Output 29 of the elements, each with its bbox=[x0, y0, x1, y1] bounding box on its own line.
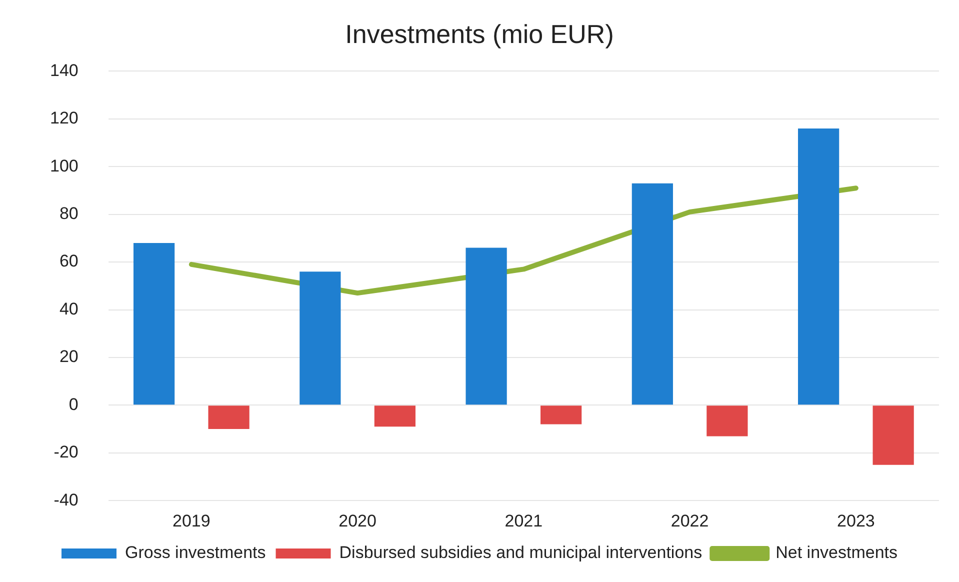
x-tick-label: 2022 bbox=[670, 511, 709, 530]
bar bbox=[208, 406, 250, 430]
y-tick-label: 20 bbox=[59, 347, 78, 366]
legend-label: Gross investments bbox=[124, 543, 266, 562]
y-tick-label: 80 bbox=[59, 204, 78, 224]
bar bbox=[706, 406, 748, 436]
bar bbox=[872, 406, 914, 465]
bar bbox=[798, 128, 840, 405]
y-tick-label: 40 bbox=[59, 299, 78, 318]
y-tick-label: 100 bbox=[50, 156, 78, 176]
y-tick-label: 0 bbox=[68, 394, 78, 414]
bar bbox=[540, 406, 582, 424]
bar bbox=[300, 272, 341, 405]
chart-title: Investments (mio EUR) bbox=[345, 18, 614, 49]
bar bbox=[632, 183, 673, 405]
bar bbox=[466, 248, 507, 405]
bar bbox=[374, 406, 416, 427]
y-tick-label: -40 bbox=[54, 490, 78, 510]
x-tick-label: 2019 bbox=[172, 511, 210, 530]
bar bbox=[133, 242, 175, 405]
legend-label: Net investments bbox=[776, 543, 898, 562]
y-tick-label: 140 bbox=[50, 60, 78, 80]
y-tick-label: -20 bbox=[54, 442, 78, 462]
legend-label: Disbursed subsidies and municipal interventions bbox=[339, 543, 702, 562]
y-tick-label: 60 bbox=[59, 252, 78, 271]
y-tick-label: 120 bbox=[50, 108, 78, 128]
x-tick-label: 2020 bbox=[338, 511, 376, 530]
x-tick-label: 2023 bbox=[837, 511, 875, 530]
x-tick-label: 2021 bbox=[504, 511, 543, 530]
